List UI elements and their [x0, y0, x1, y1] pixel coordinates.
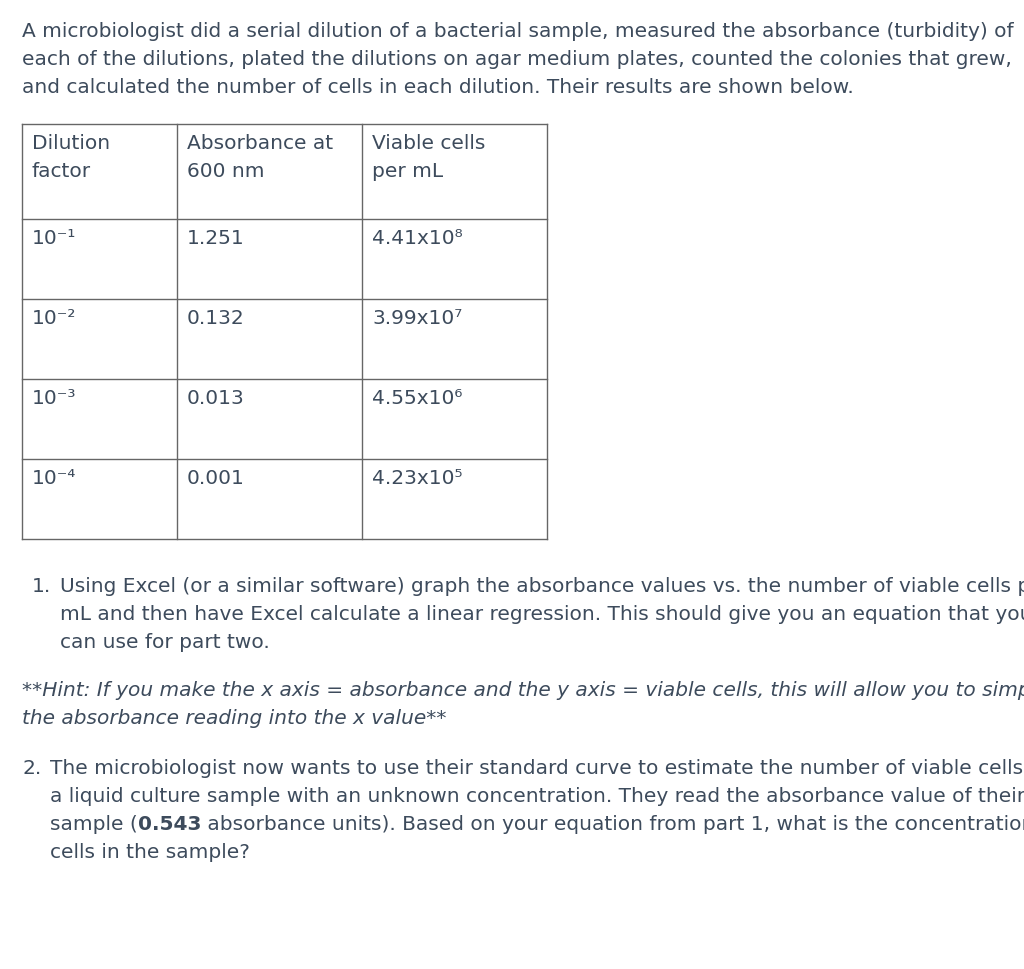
Text: 0.013: 0.013 [187, 389, 245, 408]
Text: absorbance units). Based on your equation from part 1, what is the concentration: absorbance units). Based on your equatio… [202, 815, 1024, 834]
Text: each of the dilutions, plated the dilutions on agar medium plates, counted the c: each of the dilutions, plated the diluti… [22, 50, 1012, 69]
Text: and calculated the number of cells in each dilution. Their results are shown bel: and calculated the number of cells in ea… [22, 78, 854, 97]
Text: cells in the sample?: cells in the sample? [50, 843, 250, 862]
Text: Dilution: Dilution [32, 134, 111, 153]
Text: 2.: 2. [22, 759, 41, 778]
Text: factor: factor [32, 162, 91, 181]
Text: Using Excel (or a similar software) graph the absorbance values vs. the number o: Using Excel (or a similar software) grap… [60, 577, 1024, 596]
Text: 0.001: 0.001 [187, 469, 245, 488]
Text: 3.99x10⁷: 3.99x10⁷ [372, 309, 463, 328]
Text: 4.41x10⁸: 4.41x10⁸ [372, 229, 463, 248]
Text: per mL: per mL [372, 162, 443, 181]
Text: 10⁻²: 10⁻² [32, 309, 77, 328]
Text: Absorbance at: Absorbance at [187, 134, 333, 153]
Text: mL and then have Excel calculate a linear regression. This should give you an eq: mL and then have Excel calculate a linea… [60, 605, 1024, 624]
Text: a liquid culture sample with an unknown concentration. They read the absorbance : a liquid culture sample with an unknown … [50, 787, 1024, 806]
Text: 10⁻⁴: 10⁻⁴ [32, 469, 77, 488]
Text: 0.543: 0.543 [138, 815, 202, 834]
Text: 600 nm: 600 nm [187, 162, 264, 181]
Text: 10⁻¹: 10⁻¹ [32, 229, 77, 248]
Text: **Hint: If you make the x axis = absorbance and the y axis = viable cells, this : **Hint: If you make the x axis = absorba… [22, 681, 1024, 700]
Text: sample (: sample ( [50, 815, 138, 834]
Text: 10⁻³: 10⁻³ [32, 389, 77, 408]
Text: 4.23x10⁵: 4.23x10⁵ [372, 469, 463, 488]
Text: A microbiologist did a serial dilution of a bacterial sample, measured the absor: A microbiologist did a serial dilution o… [22, 22, 1014, 41]
Text: 0.132: 0.132 [187, 309, 245, 328]
Text: Viable cells: Viable cells [372, 134, 485, 153]
Text: can use for part two.: can use for part two. [60, 633, 269, 652]
Text: 4.55x10⁶: 4.55x10⁶ [372, 389, 463, 408]
Text: 1.251: 1.251 [187, 229, 245, 248]
Text: the absorbance reading into the x value**: the absorbance reading into the x value*… [22, 709, 446, 728]
Text: The microbiologist now wants to use their standard curve to estimate the number : The microbiologist now wants to use thei… [50, 759, 1024, 778]
Text: 1.: 1. [32, 577, 51, 596]
